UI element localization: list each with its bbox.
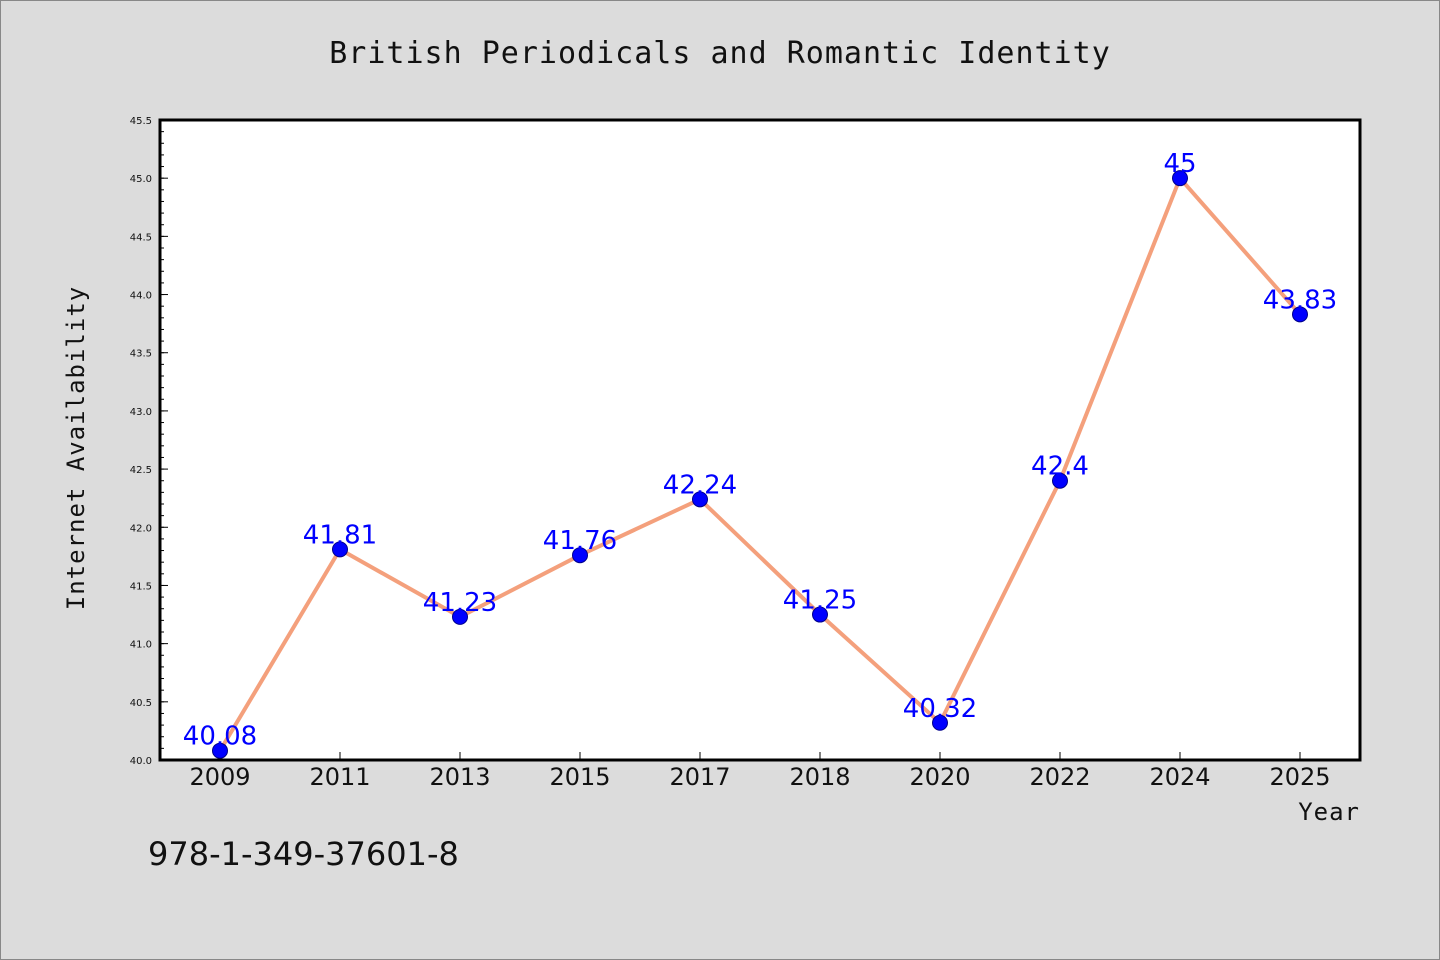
data-label: 42.24	[663, 470, 737, 500]
y-tick-label: 40.0	[130, 756, 152, 767]
plot-frame	[158, 118, 1362, 762]
y-tick-label: 40.5	[130, 698, 152, 709]
x-tick-label: 2020	[909, 763, 970, 791]
data-point	[212, 742, 228, 759]
y-axis-label: Internet Availability	[62, 286, 90, 610]
isbn-text: 978-1-349-37601-8	[148, 835, 459, 873]
data-point	[1292, 306, 1308, 323]
data-label: 43.83	[1263, 285, 1337, 315]
data-point	[932, 714, 948, 731]
x-tick-label: 2022	[1029, 763, 1090, 791]
data-point	[1052, 472, 1068, 489]
y-tick-label: 42.0	[130, 523, 152, 534]
x-tick-label: 2015	[549, 763, 610, 791]
y-tick-label: 45.0	[130, 174, 152, 185]
y-tick-label: 44.0	[130, 291, 152, 302]
y-tick-label: 41.0	[130, 640, 152, 651]
x-axis: 2009 2011 2013 2015 2017 2018 2020 2022 2024 2025	[189, 752, 1331, 791]
series-markers	[212, 170, 1308, 759]
y-tick-label: 42.5	[130, 465, 152, 476]
series-line	[218, 176, 1302, 752]
data-point	[332, 541, 348, 558]
x-tick-label: 2025	[1269, 763, 1330, 791]
y-tick-label: 41.5	[130, 581, 152, 592]
x-tick-label: 2009	[189, 763, 250, 791]
y-tick-label: 44.5	[130, 232, 152, 243]
data-label: 41.81	[303, 520, 377, 550]
x-tick-label: 2013	[429, 763, 490, 791]
y-tick-label: 43.0	[130, 407, 152, 418]
data-label: 41.23	[423, 588, 497, 618]
y-tick-label: 43.5	[130, 349, 152, 360]
data-label: 40.32	[903, 694, 977, 724]
plot-area	[160, 120, 1360, 760]
chart-title: British Periodicals and Romantic Identit…	[329, 36, 1111, 71]
x-tick-label: 2017	[669, 763, 730, 791]
data-point	[572, 547, 588, 564]
data-labels: 40.08 41.81 41.23 41.76 42.24 41.25 40.32 42.4 4…	[183, 149, 1337, 752]
data-point	[812, 606, 828, 623]
x-tick-label: 2024	[1149, 763, 1210, 791]
y-tick-label: 45.5	[130, 116, 152, 127]
data-label: 41.76	[543, 526, 617, 556]
x-tick-label: 2018	[789, 763, 850, 791]
data-point	[452, 608, 468, 625]
data-label: 45	[1163, 149, 1196, 179]
data-label: 42.4	[1031, 452, 1089, 482]
data-label: 40.08	[183, 722, 257, 752]
x-axis-label: Year	[1298, 798, 1360, 826]
data-point	[1172, 170, 1188, 187]
data-point	[692, 491, 708, 508]
x-tick-label: 2011	[309, 763, 370, 791]
data-label: 41.25	[783, 586, 857, 616]
